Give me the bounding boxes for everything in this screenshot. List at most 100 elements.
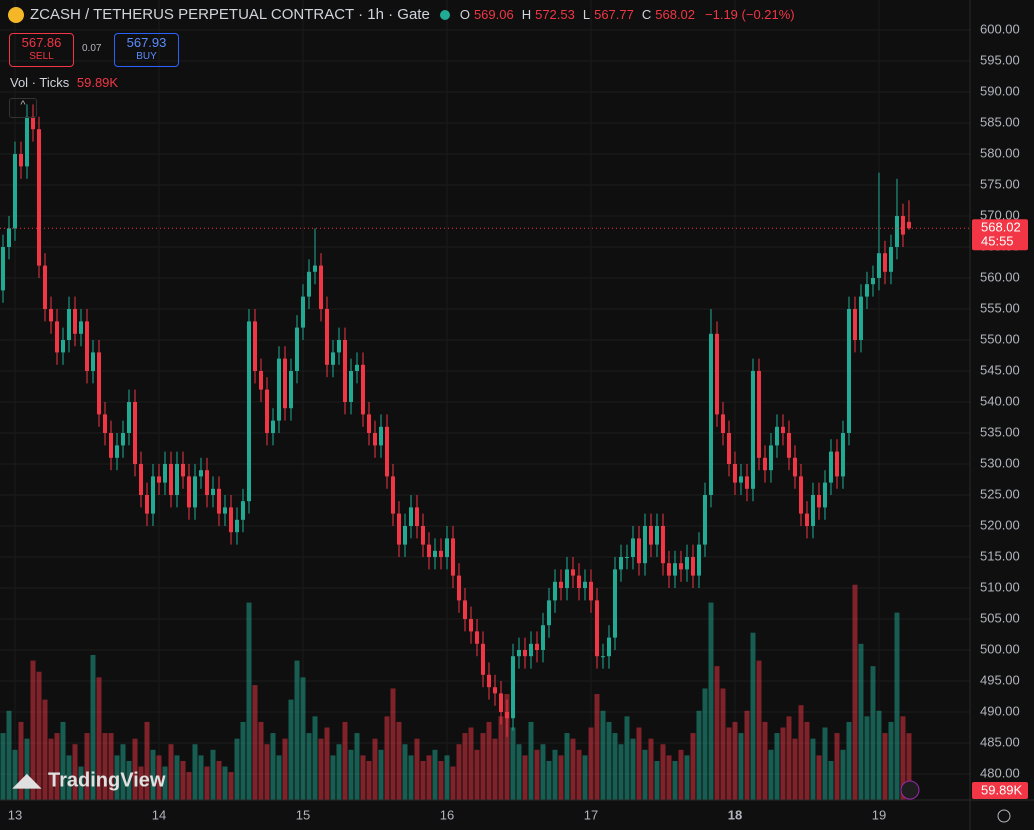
candle-body	[90, 352, 95, 371]
candle-body	[498, 693, 503, 712]
volume-bar	[66, 755, 72, 800]
candle-body	[600, 656, 605, 658]
volume-bar	[642, 749, 648, 800]
volume-bar	[678, 749, 684, 800]
volume-bar	[756, 660, 762, 800]
candle-body	[126, 402, 131, 433]
candle-body	[162, 464, 167, 483]
volume-bar	[36, 671, 42, 800]
sell-price: 567.86	[21, 35, 62, 50]
volume-bar	[768, 749, 774, 800]
candle-body	[570, 569, 575, 576]
y-tick-label: 575.00	[980, 176, 1020, 191]
volume-bar	[582, 755, 588, 800]
volume-bar	[6, 710, 12, 800]
candle-body	[606, 637, 611, 657]
candle-body	[780, 426, 785, 433]
volume-bar	[816, 755, 822, 800]
volume-bar	[144, 721, 150, 800]
candle-body	[144, 495, 149, 514]
volume-bar	[672, 760, 678, 800]
volume-bar	[198, 755, 204, 800]
buy-button[interactable]: 567.93 BUY	[114, 33, 179, 67]
candle-body	[882, 253, 887, 272]
candle-body	[336, 340, 341, 353]
volume-bar	[330, 755, 336, 800]
settings-icon[interactable]	[997, 809, 1011, 823]
volume-bar	[258, 721, 264, 800]
volume-bar	[48, 738, 54, 800]
candle-body	[468, 619, 473, 632]
x-tick-label: 14	[152, 807, 166, 822]
candle-body	[222, 507, 227, 514]
candle-body	[438, 550, 443, 557]
change: −1.19 (−0.21%)	[705, 7, 795, 22]
x-tick-label: 16	[440, 807, 454, 822]
volume-bar	[378, 749, 384, 800]
volume-bar	[414, 738, 420, 800]
candle-body	[6, 228, 11, 247]
volume-bar	[750, 632, 756, 800]
y-tick-label: 595.00	[980, 52, 1020, 67]
y-tick-label: 570.00	[980, 207, 1020, 222]
candle-body	[378, 426, 383, 446]
volume-bar	[666, 755, 672, 800]
volume-bar	[612, 733, 618, 800]
y-tick-label: 490.00	[980, 703, 1020, 718]
volume-bar	[492, 738, 498, 800]
volume-bar	[468, 727, 474, 800]
candle-body	[234, 519, 239, 533]
volume-bar	[342, 721, 348, 800]
candle-body	[708, 333, 713, 495]
volume-bar	[60, 721, 66, 800]
volume-bar	[168, 744, 174, 800]
candle-body	[618, 557, 623, 570]
sell-button[interactable]: 567.86 SELL	[9, 33, 74, 67]
watermark: TradingView	[48, 769, 166, 791]
volume-bar	[120, 744, 126, 800]
candle-body	[198, 470, 203, 477]
volume-bar	[810, 738, 816, 800]
candle-body	[60, 340, 65, 353]
y-tick-label: 590.00	[980, 83, 1020, 98]
volume-bar	[576, 749, 582, 800]
volume-bar	[402, 744, 408, 800]
candle-body	[210, 488, 215, 495]
volume-title: Vol · Ticks	[10, 75, 70, 90]
x-tick-label: 18	[728, 807, 742, 822]
volume-bar	[822, 727, 828, 800]
candle-body	[612, 569, 617, 638]
volume-bar	[138, 766, 144, 800]
candle-body	[678, 563, 683, 570]
volume-bar	[882, 733, 888, 800]
volume-bar	[408, 755, 414, 800]
candle-body	[84, 321, 89, 371]
candle-body	[426, 544, 431, 557]
y-tick-label: 600.00	[980, 21, 1020, 36]
volume-legend: Vol · Ticks 59.89K	[10, 75, 118, 90]
candle-body	[510, 656, 515, 719]
volume-bar	[714, 666, 720, 800]
collapse-button[interactable]: ^	[9, 98, 37, 118]
volume-bar	[270, 733, 276, 800]
candle-body	[114, 445, 119, 458]
candle-body	[822, 482, 827, 508]
candle-body	[582, 581, 587, 588]
candle-body	[216, 488, 221, 514]
candle-body	[432, 550, 437, 557]
icon[interactable]	[900, 780, 920, 800]
volume-bar	[552, 749, 558, 800]
candle-body	[132, 402, 137, 464]
candle-body	[12, 154, 17, 229]
candle-body	[738, 476, 743, 483]
volume-bar	[78, 766, 84, 800]
volume-bar	[792, 738, 798, 800]
candle-body	[18, 154, 23, 167]
candle-body	[654, 526, 659, 545]
volume-bar	[288, 699, 294, 800]
volume-bar	[726, 727, 732, 800]
candle-body	[492, 687, 497, 694]
candle-body	[228, 507, 233, 533]
volume-bar	[180, 760, 186, 800]
volume-bar	[282, 738, 288, 800]
